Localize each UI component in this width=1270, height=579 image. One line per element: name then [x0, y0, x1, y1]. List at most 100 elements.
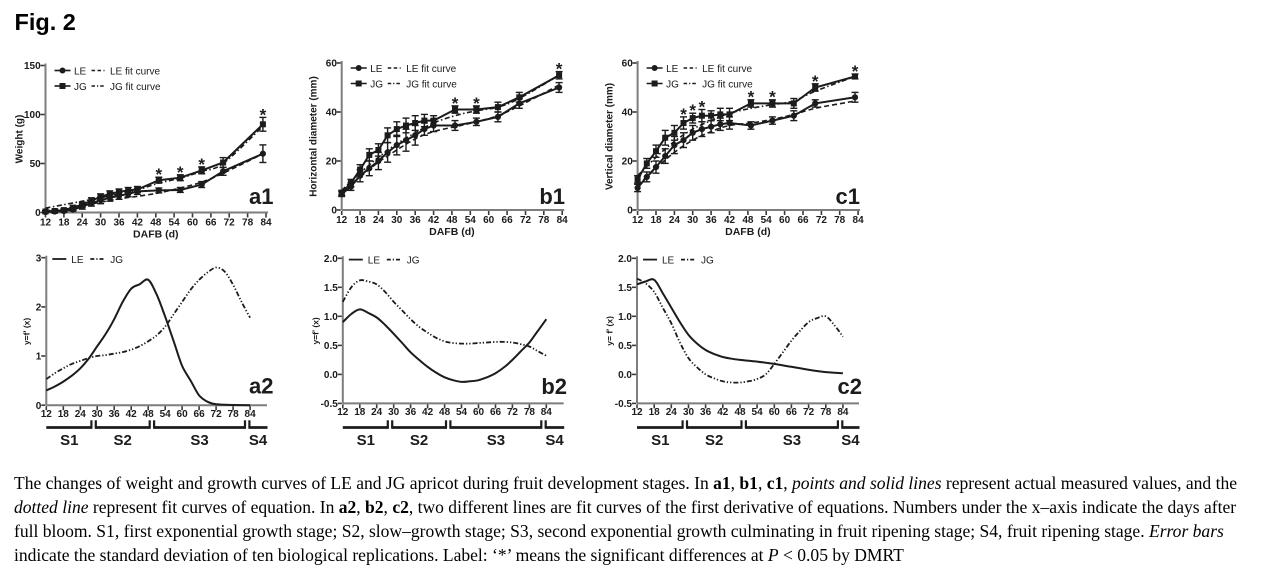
svg-text:60: 60	[483, 215, 495, 226]
svg-text:66: 66	[490, 407, 502, 418]
svg-text:*: *	[812, 72, 819, 91]
svg-text:DAFB (d): DAFB (d)	[133, 229, 179, 241]
svg-text:y=f' (x): y=f' (x)	[21, 318, 31, 345]
svg-text:78: 78	[228, 409, 240, 420]
svg-text:1.5: 1.5	[324, 283, 338, 294]
svg-text:24: 24	[373, 215, 385, 226]
svg-text:72: 72	[211, 409, 223, 420]
svg-text:48: 48	[150, 218, 162, 229]
svg-text:36: 36	[700, 407, 712, 418]
svg-text:78: 78	[834, 215, 846, 226]
svg-text:48: 48	[446, 215, 458, 226]
svg-text:0: 0	[331, 206, 337, 217]
svg-text:*: *	[852, 62, 859, 81]
svg-text:36: 36	[109, 409, 121, 420]
svg-text:12: 12	[336, 215, 348, 226]
svg-text:*: *	[556, 60, 563, 79]
svg-text:S3: S3	[783, 432, 801, 449]
svg-text:a1: a1	[249, 184, 273, 209]
svg-text:18: 18	[650, 215, 662, 226]
svg-text:S2: S2	[705, 432, 723, 449]
svg-text:*: *	[260, 105, 267, 124]
svg-text:Horizontal diameter (mm): Horizontal diameter (mm)	[309, 76, 320, 197]
svg-text:3: 3	[36, 253, 42, 264]
svg-text:42: 42	[132, 218, 144, 229]
svg-text:JG: JG	[370, 79, 383, 90]
svg-text:S4: S4	[545, 432, 564, 449]
svg-text:30: 30	[92, 409, 104, 420]
svg-text:54: 54	[169, 218, 181, 229]
svg-text:78: 78	[242, 218, 254, 229]
svg-text:12: 12	[40, 218, 52, 229]
svg-text:72: 72	[224, 218, 236, 229]
svg-text:b1: b1	[539, 184, 565, 209]
svg-text:48: 48	[734, 407, 746, 418]
svg-text:42: 42	[428, 215, 440, 226]
svg-text:48: 48	[439, 407, 451, 418]
svg-text:S3: S3	[487, 432, 505, 449]
svg-text:60: 60	[779, 215, 791, 226]
svg-text:b2: b2	[541, 374, 567, 399]
svg-text:24: 24	[77, 218, 89, 229]
svg-text:54: 54	[465, 215, 477, 226]
svg-text:-0.5: -0.5	[321, 399, 339, 410]
svg-text:*: *	[748, 88, 755, 107]
svg-text:20: 20	[622, 157, 634, 168]
svg-text:66: 66	[797, 215, 809, 226]
svg-text:42: 42	[724, 215, 736, 226]
svg-text:60: 60	[473, 407, 485, 418]
svg-text:0.0: 0.0	[618, 370, 632, 381]
svg-text:48: 48	[742, 215, 754, 226]
svg-text:40: 40	[622, 108, 634, 119]
svg-text:60: 60	[622, 59, 634, 70]
svg-text:LE: LE	[368, 255, 381, 266]
svg-text:1.5: 1.5	[618, 283, 632, 294]
svg-text:42: 42	[717, 407, 729, 418]
svg-text:36: 36	[410, 215, 422, 226]
svg-text:60: 60	[177, 409, 189, 420]
svg-text:*: *	[680, 105, 687, 124]
svg-text:0.0: 0.0	[324, 370, 338, 381]
svg-text:66: 66	[205, 218, 217, 229]
svg-text:66: 66	[194, 409, 206, 420]
svg-text:30: 30	[95, 218, 107, 229]
svg-text:S2: S2	[114, 432, 132, 449]
svg-text:48: 48	[143, 409, 155, 420]
svg-text:*: *	[769, 88, 776, 107]
svg-text:66: 66	[502, 215, 514, 226]
svg-text:1.0: 1.0	[618, 312, 632, 323]
svg-text:Vertical diameter (mm): Vertical diameter (mm)	[605, 83, 616, 190]
svg-text:66: 66	[786, 407, 798, 418]
svg-text:60: 60	[326, 59, 338, 70]
svg-text:36: 36	[113, 218, 125, 229]
svg-text:60: 60	[769, 407, 781, 418]
svg-text:84: 84	[245, 409, 257, 420]
svg-text:JG: JG	[74, 82, 87, 93]
svg-text:60: 60	[187, 218, 199, 229]
svg-text:*: *	[155, 165, 162, 184]
svg-text:72: 72	[520, 215, 532, 226]
svg-text:Weight (g): Weight (g)	[15, 115, 26, 164]
svg-text:LE: LE	[71, 255, 84, 266]
svg-text:JG fit curve: JG fit curve	[110, 82, 161, 93]
svg-text:*: *	[177, 163, 184, 182]
svg-text:*: *	[699, 98, 706, 117]
svg-text:DAFB (d): DAFB (d)	[725, 226, 771, 238]
svg-text:1: 1	[36, 352, 42, 363]
svg-text:LE: LE	[662, 255, 675, 266]
svg-text:-0.5: -0.5	[615, 399, 633, 410]
svg-text:36: 36	[405, 407, 417, 418]
svg-text:*: *	[452, 94, 459, 113]
svg-text:42: 42	[422, 407, 434, 418]
svg-text:c1: c1	[836, 184, 860, 209]
svg-text:12: 12	[337, 407, 349, 418]
svg-text:78: 78	[820, 407, 832, 418]
svg-text:78: 78	[538, 215, 550, 226]
svg-text:18: 18	[58, 218, 70, 229]
svg-text:12: 12	[632, 215, 644, 226]
svg-text:36: 36	[706, 215, 718, 226]
svg-text:*: *	[689, 101, 696, 120]
svg-text:0: 0	[627, 206, 633, 217]
svg-text:24: 24	[371, 407, 383, 418]
svg-text:S3: S3	[190, 432, 208, 449]
